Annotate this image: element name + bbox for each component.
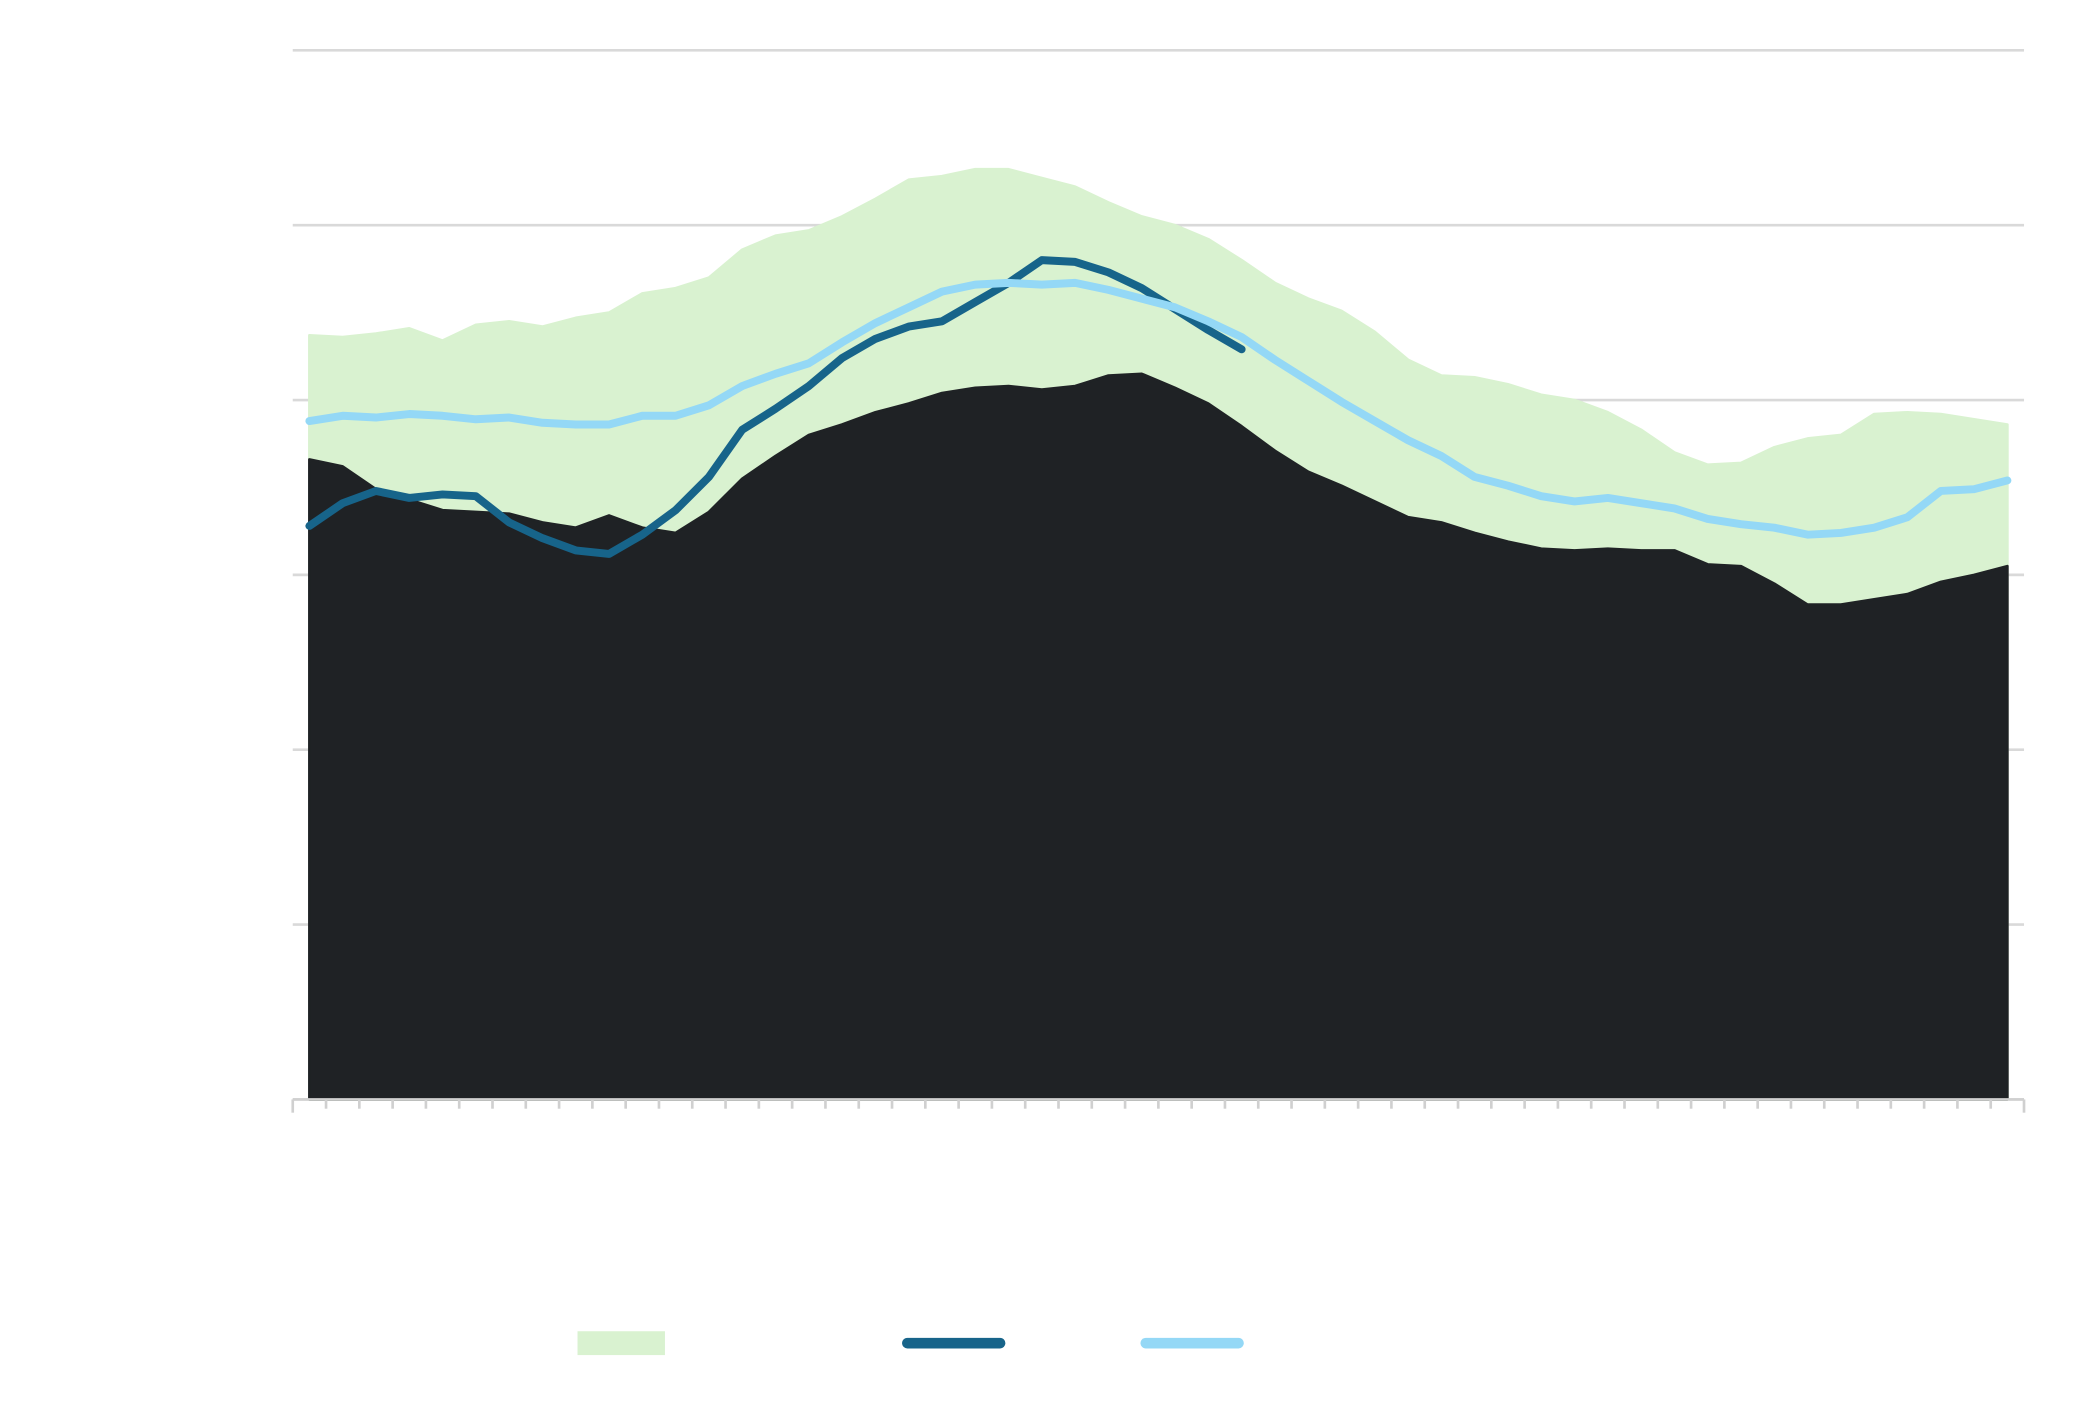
x-axis [291,1098,2026,1113]
legend-swatch [577,1331,665,1356]
plot-area [305,167,2012,1101]
line [305,278,2012,539]
legend [577,1331,1244,1356]
line [305,256,1246,558]
area [308,372,2009,1101]
